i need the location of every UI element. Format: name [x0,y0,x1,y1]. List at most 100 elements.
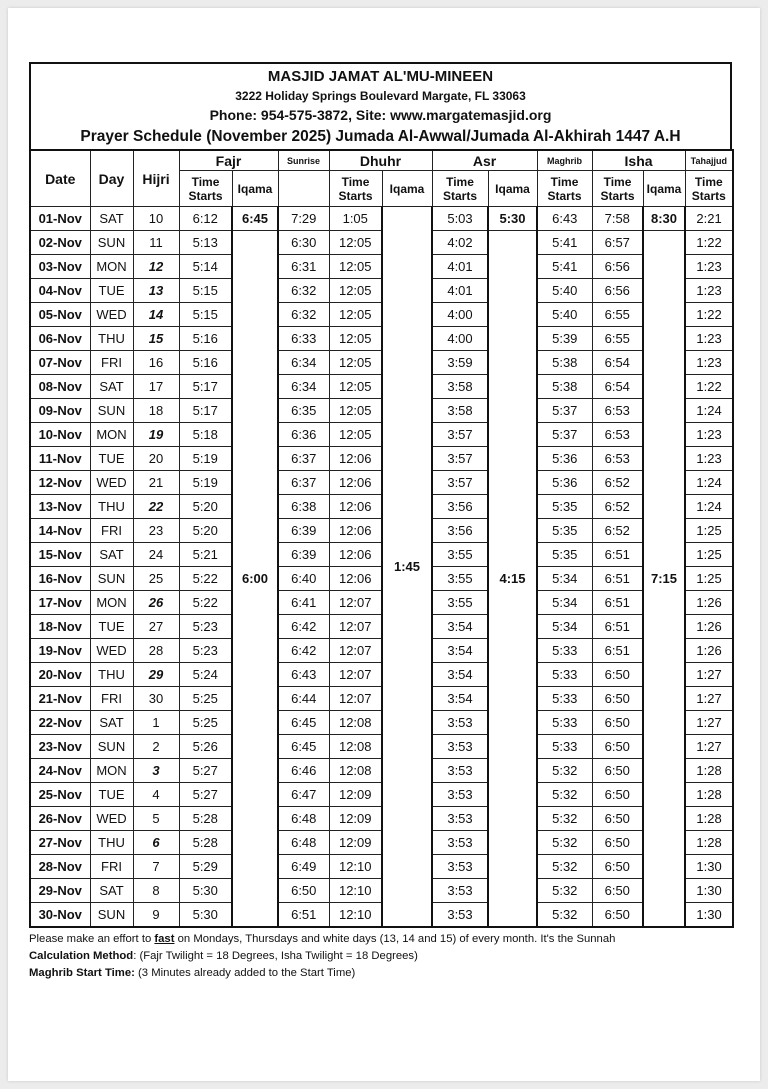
fasting-note: Please make an effort to fast on Mondays… [29,931,732,948]
cell-dhuhr-time: 12:08 [328,758,383,783]
cell-dhuhr-time: 12:05 [328,302,383,327]
table-row: 09-Nov SUN 18 5:17 6:35 12:05 3:58 5:37 6:53 1:24 [29,398,734,423]
fasting-note-text-end: on Mondays, Thursdays and white days (13… [174,933,616,945]
cell-maghrib-time: 5:33 [536,734,593,759]
cell-sunrise: 6:41 [277,590,330,615]
cell-tahajjud-time: 1:26 [684,638,734,663]
cell-maghrib-time: 6:43 [536,206,593,231]
cell-sunrise: 6:34 [277,374,330,399]
cell-tahajjud-time: 1:22 [684,302,734,327]
header-day: Day [89,149,134,207]
cell-asr-time: 3:56 [431,494,489,519]
cell-isha-time: 6:50 [591,710,644,735]
header-asr-iqama: Iqama [487,170,538,207]
cell-fajr-time: 5:26 [178,734,233,759]
table-row: 11-Nov TUE 20 5:19 6:37 12:06 3:57 5:36 6:53 1:23 [29,446,734,471]
cell-date: 19-Nov [29,638,91,663]
cell-isha-time: 6:54 [591,350,644,375]
cell-tahajjud-time: 1:22 [684,374,734,399]
cell-day: FRI [89,854,134,879]
cell-date: 25-Nov [29,782,91,807]
cell-dhuhr-time: 12:07 [328,662,383,687]
cell-tahajjud-time: 1:27 [684,710,734,735]
table-row: 29-Nov SAT 8 5:30 6:50 12:10 3:53 5:32 6:50 1:30 [29,878,734,903]
cell-day: SAT [89,206,134,231]
maghrib-note-label: Maghrib Start Time: [29,967,135,979]
cell-date: 05-Nov [29,302,91,327]
header-asr: Asr [431,149,538,171]
table-row: 04-Nov TUE 13 5:15 6:32 12:05 4:01 5:40 6:56 1:23 [29,278,734,303]
cell-tahajjud-time: 1:25 [684,566,734,591]
cell-tahajjud-time: 1:23 [684,326,734,351]
cell-date: 21-Nov [29,686,91,711]
cell-date: 30-Nov [29,902,91,928]
header-maghrib-time-starts: Time Starts [536,170,593,207]
cell-dhuhr-time: 1:05 [328,206,383,231]
cell-hijri: 14 [132,302,180,327]
cell-day: SAT [89,878,134,903]
cell-sunrise: 6:31 [277,254,330,279]
cell-maghrib-time: 5:34 [536,614,593,639]
cell-asr-time: 4:01 [431,254,489,279]
cell-date: 24-Nov [29,758,91,783]
cell-hijri: 23 [132,518,180,543]
cell-dhuhr-time: 12:09 [328,782,383,807]
cell-asr-time: 3:58 [431,398,489,423]
cell-dhuhr-time: 12:07 [328,614,383,639]
cell-day: FRI [89,350,134,375]
cell-dhuhr-time: 12:10 [328,878,383,903]
schedule-title: Prayer Schedule (November 2025) Jumada A… [80,128,681,145]
cell-dhuhr-time: 12:08 [328,710,383,735]
table-row: 25-Nov TUE 4 5:27 6:47 12:09 3:53 5:32 6:50 1:28 [29,782,734,807]
cell-dhuhr-time: 12:05 [328,230,383,255]
cell-dhuhr-time: 12:06 [328,494,383,519]
cell-isha-time: 6:56 [591,278,644,303]
cell-sunrise: 7:29 [277,206,330,231]
cell-hijri: 28 [132,638,180,663]
cell-maghrib-time: 5:37 [536,422,593,447]
cell-sunrise: 6:32 [277,278,330,303]
cell-isha-time: 6:52 [591,470,644,495]
cell-isha-time: 6:52 [591,518,644,543]
cell-tahajjud-time: 1:24 [684,494,734,519]
cell-maghrib-time: 5:35 [536,542,593,567]
cell-fajr-time: 5:28 [178,806,233,831]
prayer-schedule-sheet: MASJID JAMAT AL'MU-MINEEN 3222 Holiday S… [29,62,735,982]
cell-fajr-iqama-merged: 6:00 [231,230,279,928]
cell-sunrise: 6:37 [277,470,330,495]
cell-asr-time: 3:55 [431,566,489,591]
cell-hijri: 15 [132,326,180,351]
cell-fajr-time: 5:19 [178,470,233,495]
cell-fajr-time: 5:29 [178,854,233,879]
cell-maghrib-time: 5:32 [536,806,593,831]
cell-sunrise: 6:30 [277,230,330,255]
cell-fajr-time: 5:24 [178,662,233,687]
cell-day: WED [89,638,134,663]
calculation-method-label: Calculation Method [29,950,134,962]
cell-dhuhr-time: 12:05 [328,422,383,447]
cell-tahajjud-time: 1:28 [684,782,734,807]
cell-maghrib-time: 5:33 [536,686,593,711]
cell-hijri: 9 [132,902,180,928]
cell-fajr-time: 5:25 [178,710,233,735]
cell-hijri: 21 [132,470,180,495]
table-row: 19-Nov WED 28 5:23 6:42 12:07 3:54 5:33 6:51 1:26 [29,638,734,663]
cell-asr-time: 3:53 [431,878,489,903]
cell-maghrib-time: 5:41 [536,230,593,255]
cell-asr-time: 3:58 [431,374,489,399]
cell-tahajjud-time: 1:22 [684,230,734,255]
cell-sunrise: 6:36 [277,422,330,447]
header-dhuhr: Dhuhr [328,149,433,171]
cell-date: 06-Nov [29,326,91,351]
cell-sunrise: 6:46 [277,758,330,783]
table-row: 20-Nov THU 29 5:24 6:43 12:07 3:54 5:33 6:50 1:27 [29,662,734,687]
cell-sunrise: 6:45 [277,734,330,759]
cell-hijri: 13 [132,278,180,303]
cell-isha-time: 6:51 [591,566,644,591]
cell-date: 04-Nov [29,278,91,303]
cell-day: MON [89,422,134,447]
cell-maghrib-time: 5:34 [536,590,593,615]
masjid-address: 3222 Holiday Springs Boulevard Margate, … [235,89,526,103]
cell-hijri: 25 [132,566,180,591]
cell-asr-time: 3:53 [431,854,489,879]
